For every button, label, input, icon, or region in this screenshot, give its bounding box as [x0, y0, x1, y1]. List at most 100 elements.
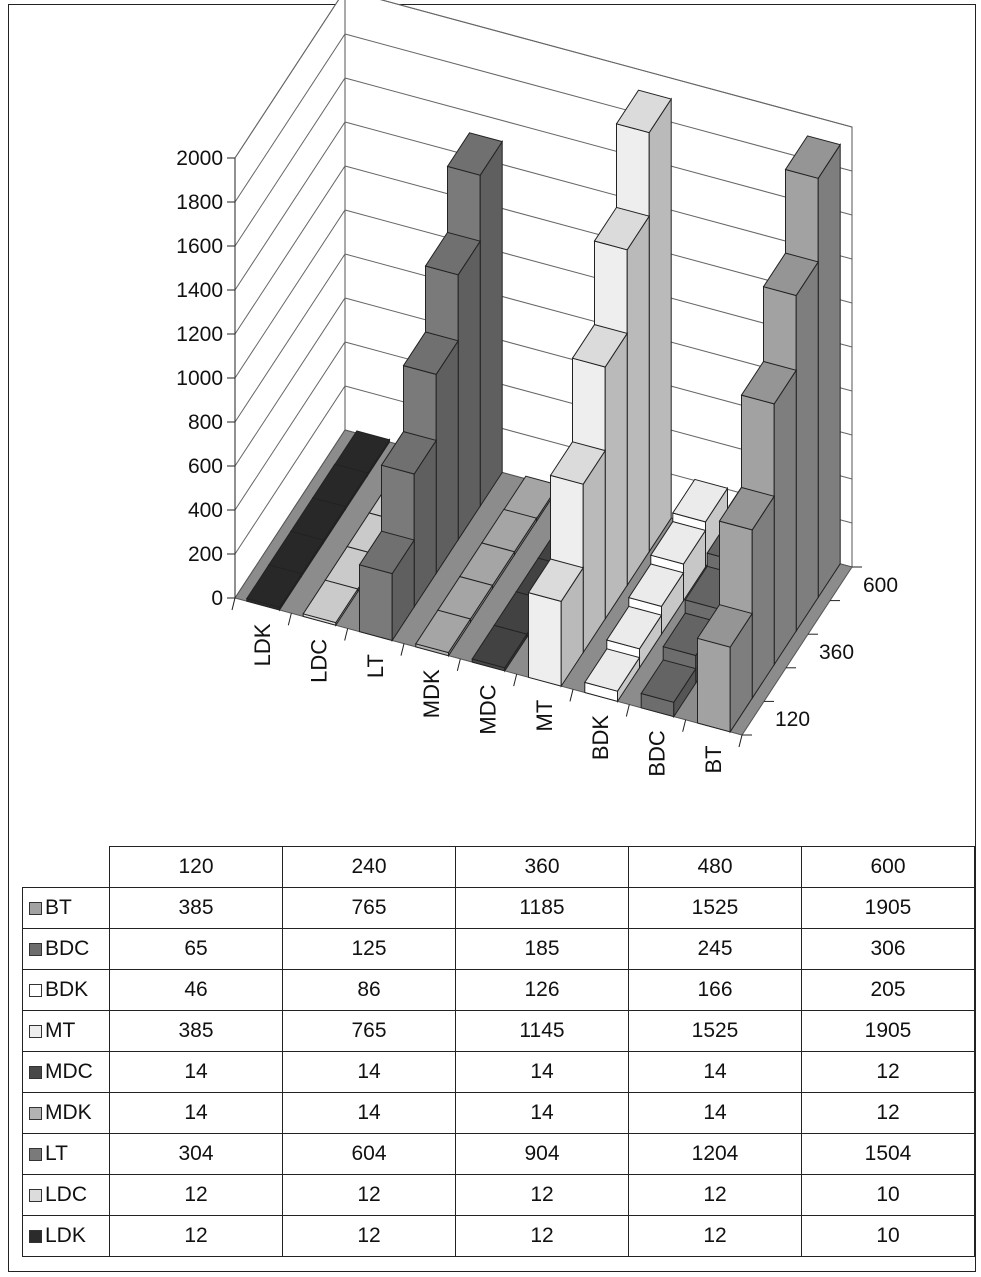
bar-side — [435, 339, 459, 575]
category-label: LDC — [307, 639, 332, 683]
bar-top — [402, 331, 459, 375]
x-tick-mark — [456, 658, 461, 672]
bar-side — [795, 260, 819, 633]
table-row: LDK 12 12 12 12 10 — [22, 1215, 975, 1257]
table-corner — [22, 846, 110, 888]
bar-top — [380, 431, 437, 475]
table-header-row: 120 240 360 480 600 — [22, 846, 975, 888]
bar-top — [415, 609, 472, 654]
table-cell: 125 — [282, 928, 456, 970]
table-cell: 14 — [455, 1092, 629, 1134]
series-name: BT — [45, 896, 72, 919]
table-row: BDC 65 125 185 245 306 — [22, 928, 975, 970]
table-cell: 12 — [628, 1174, 802, 1216]
table-cell: 245 — [628, 928, 802, 970]
depth-tick-label: 600 — [863, 574, 898, 597]
category-label: LDK — [250, 623, 275, 666]
bar-top — [628, 563, 685, 607]
table-cell: 604 — [282, 1133, 456, 1175]
table-cell: 904 — [455, 1133, 629, 1175]
table-body: BT 385 765 1185 1525 1905 BDC 65 125 185 245 306 BDK… — [22, 887, 975, 1257]
legend-entry: MDC — [22, 1051, 110, 1093]
table-cell: 14 — [628, 1051, 802, 1093]
table-cell: 14 — [109, 1051, 283, 1093]
legend-swatch — [29, 902, 42, 915]
y-tick-label: 600 — [188, 455, 223, 478]
x-tick-mark — [738, 734, 743, 748]
table-cell: 1525 — [628, 887, 802, 929]
table-cell: 12 — [282, 1174, 456, 1216]
table-row: LDC 12 12 12 12 10 — [22, 1174, 975, 1216]
table-cell: 86 — [282, 969, 456, 1011]
table-cell: 304 — [109, 1133, 283, 1175]
bar-top — [424, 231, 481, 276]
table-row: MDK 14 14 14 14 12 — [22, 1092, 975, 1134]
table-cell: 1905 — [801, 1010, 975, 1052]
bar-top — [696, 604, 753, 648]
y-tick-label: 1800 — [176, 191, 223, 214]
table-cell: 126 — [455, 969, 629, 1011]
legend-swatch — [29, 984, 42, 997]
bar-top — [358, 530, 415, 575]
category-label: LT — [363, 654, 388, 678]
table-cell: 65 — [109, 928, 283, 970]
legend-swatch — [29, 1025, 42, 1038]
table-cell: 765 — [282, 1010, 456, 1052]
category-label: BT — [701, 745, 726, 773]
y-tick-label: 1400 — [176, 279, 223, 302]
bar-side — [648, 97, 672, 554]
bar-top — [740, 360, 797, 405]
gridline — [234, 165, 853, 335]
y-tick-label: 1600 — [176, 235, 223, 258]
table-cell: 12 — [455, 1215, 629, 1257]
series-name: LT — [45, 1142, 68, 1165]
y-tick-label: 1000 — [176, 367, 223, 390]
category-label: BDC — [645, 730, 670, 777]
x-tick-mark — [625, 704, 630, 717]
bar-top — [446, 132, 503, 176]
table-cell: 12 — [628, 1215, 802, 1257]
y-tick-label: 800 — [188, 411, 223, 434]
table-cell: 1504 — [801, 1133, 975, 1175]
gridline — [234, 121, 853, 291]
bar-top — [762, 252, 819, 297]
bar-front — [359, 564, 393, 642]
table-cell: 1905 — [801, 887, 975, 929]
x-tick-mark — [513, 673, 518, 687]
gridline — [234, 209, 853, 379]
bar-top — [549, 441, 606, 485]
legend-entry: LT — [22, 1133, 110, 1175]
gridline — [234, 297, 853, 467]
legend-swatch — [29, 1107, 42, 1120]
category-label: MDC — [476, 684, 501, 734]
table-cell: 14 — [628, 1092, 802, 1134]
legend-swatch — [29, 943, 42, 956]
bar-top — [527, 558, 584, 602]
x-tick-mark — [344, 628, 349, 641]
table-cell: 14 — [282, 1092, 456, 1134]
bar-side — [773, 368, 797, 667]
bar-side — [626, 214, 650, 587]
legend-entry: BT — [22, 887, 110, 929]
bar-top — [246, 564, 303, 608]
y-tick-label: 200 — [188, 543, 223, 566]
series-name: MDK — [45, 1101, 92, 1124]
table-cell: 385 — [109, 887, 283, 929]
x-tick-mark — [287, 613, 292, 626]
column-header: 120 — [109, 846, 283, 888]
bar-top — [650, 521, 707, 565]
table-cell: 10 — [801, 1174, 975, 1216]
y-tick-label: 400 — [188, 499, 223, 522]
bar-side — [817, 143, 841, 600]
table-cell: 166 — [628, 969, 802, 1011]
gridline — [234, 385, 853, 555]
table-row: BDK 46 86 126 166 205 — [22, 969, 975, 1011]
table-cell: 185 — [455, 928, 629, 970]
bar-top — [471, 624, 528, 669]
bar-top — [615, 89, 672, 134]
table-cell: 12 — [109, 1174, 283, 1216]
category-label: MDK — [419, 669, 444, 718]
bar-top — [606, 605, 663, 650]
column-header: 240 — [282, 846, 456, 888]
bar-top — [302, 579, 359, 624]
